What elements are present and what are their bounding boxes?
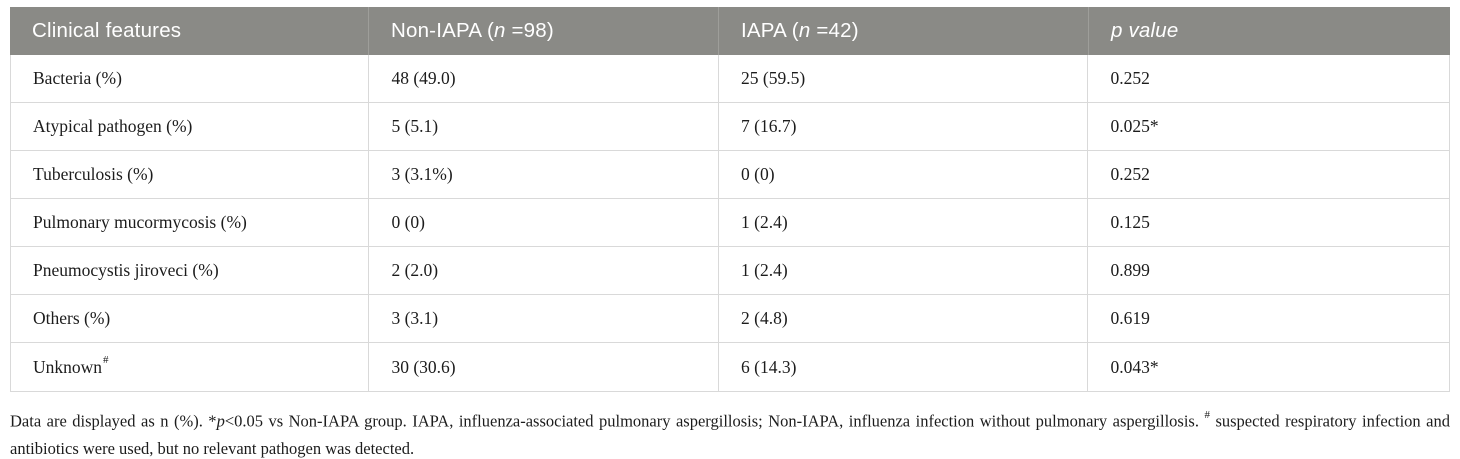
cell-feature: Pulmonary mucormycosis (%) <box>11 199 368 246</box>
non-iapa-value: 5 (5.1) <box>391 116 439 136</box>
header-cell-non-iapa: Non-IAPA (n =98) <box>367 7 718 55</box>
p-value: 0.025* <box>1110 116 1159 136</box>
cell-non-iapa: 0 (0) <box>368 199 718 246</box>
p-value: 0.125 <box>1110 212 1150 232</box>
feature-label: Unknown <box>33 356 103 377</box>
cell-feature: Bacteria (%) <box>11 55 368 102</box>
header-label-italic-n: n <box>494 19 506 42</box>
cell-feature: Others (%) <box>11 295 368 342</box>
p-value: 0.252 <box>1110 68 1150 88</box>
table-row: Atypical pathogen (%) 5 (5.1) 7 (16.7) 0… <box>11 103 1449 151</box>
header-cell-p-value: p value <box>1087 7 1450 55</box>
table-footnote: Data are displayed as n (%). *p<0.05 vs … <box>10 404 1450 459</box>
header-label-prefix: IAPA ( <box>741 19 799 42</box>
header-label-suffix: =98) <box>505 19 554 42</box>
feature-label: Pulmonary mucormycosis (%) <box>33 212 247 232</box>
footnote-hash-superscript: # <box>1204 409 1210 421</box>
cell-iapa: 0 (0) <box>718 151 1087 198</box>
non-iapa-value: 48 (49.0) <box>391 68 456 88</box>
cell-p-value: 0.252 <box>1087 151 1449 198</box>
cell-feature: Pneumocystis jiroveci (%) <box>11 247 368 294</box>
footnote-text: Data are displayed as n (%). * <box>10 411 217 431</box>
header-cell-clinical-features: Clinical features <box>10 7 368 55</box>
footnote-text: <0.05 vs Non-IAPA group. IAPA, influenza… <box>224 411 1205 431</box>
iapa-value: 25 (59.5) <box>741 68 806 88</box>
footnote-text: suspected respiratory infection and anti… <box>10 411 1450 458</box>
non-iapa-value: 3 (3.1) <box>391 308 439 328</box>
cell-feature: Atypical pathogen (%) <box>11 103 368 150</box>
table-row: Others (%) 3 (3.1) 2 (4.8) 0.619 <box>11 295 1449 343</box>
non-iapa-value: 2 (2.0) <box>391 260 439 280</box>
cell-non-iapa: 30 (30.6) <box>368 343 718 391</box>
iapa-value: 1 (2.4) <box>741 212 788 232</box>
cell-iapa: 1 (2.4) <box>718 199 1087 246</box>
cell-feature: Unknown # <box>11 343 368 391</box>
table-row: Tuberculosis (%) 3 (3.1%) 0 (0) 0.252 <box>11 151 1449 199</box>
header-label: Clinical features <box>32 19 182 42</box>
header-label-italic-n: n <box>798 19 811 42</box>
cell-non-iapa: 48 (49.0) <box>368 55 718 102</box>
cell-p-value: 0.252 <box>1087 55 1449 102</box>
non-iapa-value: 3 (3.1%) <box>391 164 453 184</box>
feature-label: Bacteria (%) <box>33 68 122 88</box>
feature-label: Atypical pathogen (%) <box>33 116 193 136</box>
cell-p-value: 0.619 <box>1087 295 1449 342</box>
table-row: Unknown # 30 (30.6) 6 (14.3) 0.043* <box>11 343 1449 391</box>
p-value: 0.899 <box>1110 260 1150 280</box>
iapa-value: 7 (16.7) <box>741 116 797 136</box>
table-row: Pulmonary mucormycosis (%) 0 (0) 1 (2.4)… <box>11 199 1449 247</box>
cell-feature: Tuberculosis (%) <box>11 151 368 198</box>
cell-iapa: 25 (59.5) <box>718 55 1087 102</box>
cell-non-iapa: 2 (2.0) <box>368 247 718 294</box>
header-label-prefix: Non-IAPA ( <box>390 19 494 42</box>
iapa-value: 0 (0) <box>741 164 775 184</box>
p-value: 0.043* <box>1110 356 1159 377</box>
p-value: 0.252 <box>1110 164 1150 184</box>
feature-superscript: # <box>103 354 109 366</box>
feature-label: Pneumocystis jiroveci (%) <box>33 260 219 280</box>
table-body: Bacteria (%) 48 (49.0) 25 (59.5) 0.252 A… <box>10 55 1450 392</box>
cell-p-value: 0.025* <box>1087 103 1449 150</box>
clinical-features-table: Clinical features Non-IAPA (n =98) IAPA … <box>10 7 1450 392</box>
iapa-value: 6 (14.3) <box>741 356 797 377</box>
non-iapa-value: 0 (0) <box>391 212 426 232</box>
cell-p-value: 0.125 <box>1087 199 1449 246</box>
cell-iapa: 7 (16.7) <box>718 103 1087 150</box>
cell-p-value: 0.043* <box>1087 343 1449 391</box>
feature-label: Tuberculosis (%) <box>33 164 154 184</box>
table-row: Pneumocystis jiroveci (%) 2 (2.0) 1 (2.4… <box>11 247 1449 295</box>
cell-non-iapa: 5 (5.1) <box>368 103 718 150</box>
cell-non-iapa: 3 (3.1) <box>368 295 718 342</box>
header-label-suffix: value <box>1122 19 1179 42</box>
cell-iapa: 2 (4.8) <box>718 295 1087 342</box>
cell-p-value: 0.899 <box>1087 247 1449 294</box>
iapa-value: 1 (2.4) <box>741 260 788 280</box>
iapa-value: 2 (4.8) <box>741 308 788 328</box>
table-row: Bacteria (%) 48 (49.0) 25 (59.5) 0.252 <box>11 55 1449 103</box>
non-iapa-value: 30 (30.6) <box>391 356 456 377</box>
p-value: 0.619 <box>1110 308 1150 328</box>
header-cell-iapa: IAPA (n =42) <box>718 7 1088 55</box>
cell-iapa: 6 (14.3) <box>718 343 1087 391</box>
table-header-row: Clinical features Non-IAPA (n =98) IAPA … <box>10 7 1450 55</box>
header-label-suffix: =42) <box>810 19 859 42</box>
feature-label: Others (%) <box>33 308 111 328</box>
header-label-italic-p: p <box>1110 19 1123 42</box>
cell-non-iapa: 3 (3.1%) <box>368 151 718 198</box>
footnote-italic-p: p <box>216 411 225 431</box>
cell-iapa: 1 (2.4) <box>718 247 1087 294</box>
